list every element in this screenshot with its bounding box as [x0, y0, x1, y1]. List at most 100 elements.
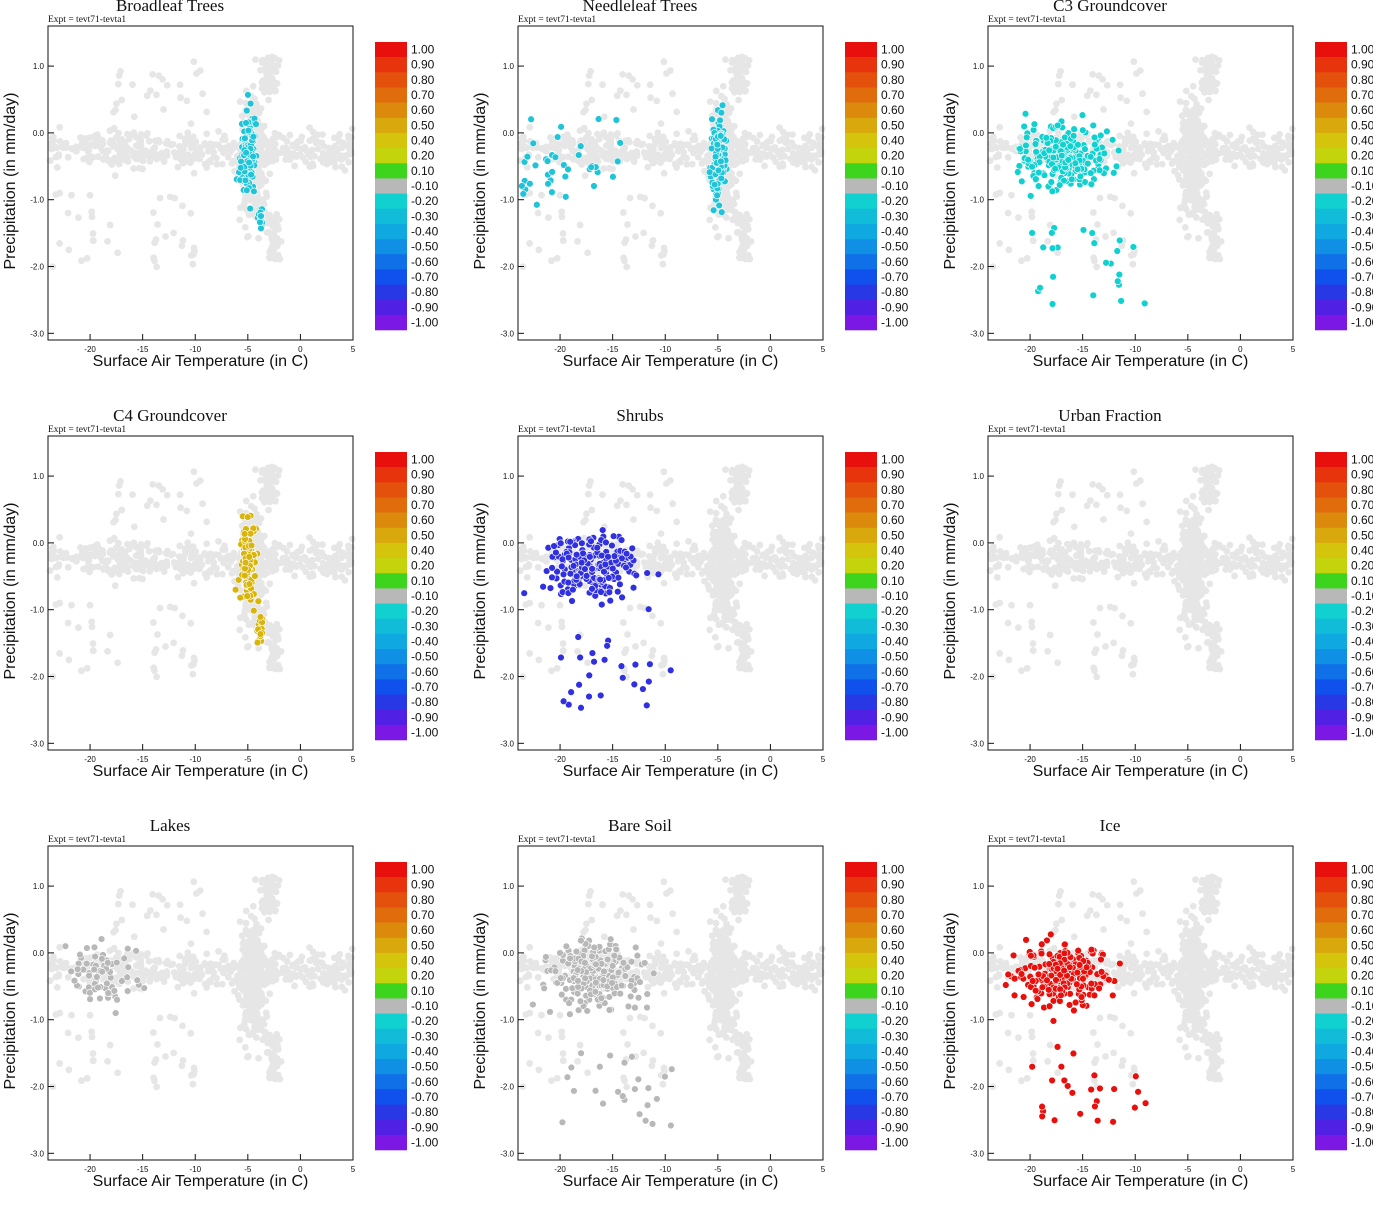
scatter-point-background: [348, 134, 355, 141]
scatter-point-background: [742, 81, 749, 88]
y-tick-label: -3.0: [30, 739, 44, 748]
scatter-point-background: [632, 233, 639, 240]
scatter-point-background: [730, 138, 737, 145]
scatter-point-background: [706, 216, 713, 223]
colorbar-label: -0.50: [411, 650, 439, 664]
scatter-point-background: [77, 134, 84, 141]
scatter-point-background: [1071, 113, 1078, 120]
scatter-point-background: [763, 144, 770, 151]
scatter-point-background: [741, 130, 748, 137]
scatter-point-highlight: [1014, 169, 1021, 176]
scatter-point-highlight: [1080, 227, 1087, 234]
scatter-point-background: [137, 547, 144, 554]
scatter-point-background: [338, 144, 345, 151]
x-tick-label: 5: [1291, 345, 1296, 354]
scatter-point-background: [179, 612, 186, 619]
scatter-point-background: [113, 510, 120, 517]
scatter-point-highlight: [610, 173, 617, 180]
scatter-point-background: [92, 549, 99, 556]
scatter-point-background: [242, 224, 249, 231]
scatter-point-background: [252, 466, 259, 473]
scatter-point-background: [661, 245, 668, 252]
scatter-point-background: [180, 160, 187, 167]
scatter-point-background: [282, 566, 289, 573]
scatter-point-background: [562, 139, 569, 146]
colorbar-swatch: [845, 163, 877, 178]
colorbar-swatch: [845, 118, 877, 133]
scatter-point-highlight: [232, 586, 239, 593]
scatter-point-background: [1181, 201, 1188, 208]
scatter-point-background: [123, 554, 130, 561]
scatter-point-background: [115, 540, 122, 547]
scatter-point-background: [147, 155, 154, 162]
scatter-point-background: [1142, 161, 1149, 168]
colorbar-swatch: [375, 725, 407, 740]
scatter-point-background: [689, 571, 696, 578]
scatter-point-background: [1111, 195, 1118, 202]
colorbar-swatch: [375, 87, 407, 102]
colorbar-label: -0.30: [1351, 209, 1373, 223]
scatter-point-highlight: [245, 127, 252, 134]
scatter-point-background: [50, 144, 57, 151]
scatter-point-background: [569, 148, 576, 155]
scatter-point-background: [1102, 233, 1109, 240]
scatter-point-background: [114, 249, 121, 256]
colorbar-label: -0.90: [1351, 300, 1373, 314]
scatter-point-background: [1169, 146, 1176, 153]
scatter-point-background: [129, 81, 136, 88]
scatter-point-background: [628, 150, 635, 157]
scatter-point-background: [269, 478, 276, 485]
scatter-point-background: [202, 142, 209, 149]
scatter-point-background: [1018, 257, 1025, 264]
scatter-point-background: [130, 129, 137, 136]
scatter-point-background: [265, 507, 272, 514]
scatter-point-background: [1090, 209, 1097, 216]
scatter-point-background: [332, 164, 339, 171]
scatter-point-background: [278, 149, 285, 156]
scatter-point-background: [170, 229, 177, 236]
scatter-point-background: [1008, 192, 1015, 199]
scatter-point-background: [538, 192, 545, 199]
scatter-point-background: [594, 131, 601, 138]
scatter-point-background: [1155, 142, 1162, 149]
colorbar-swatch: [845, 194, 877, 209]
scatter-point-background: [160, 106, 167, 113]
scatter-point-background: [754, 548, 761, 555]
scatter-point-background: [1137, 67, 1144, 74]
scatter-point-background: [672, 142, 679, 149]
scatter-point-highlight: [711, 181, 718, 188]
scatter-point-background: [1097, 195, 1104, 202]
scatter-point-background: [1099, 76, 1106, 83]
scatter-point-background: [1170, 140, 1177, 147]
colorbar-swatch: [845, 87, 877, 102]
scatter-point-background: [113, 100, 120, 107]
scatter-point-background: [331, 134, 338, 141]
scatter-point-background: [177, 504, 184, 511]
scatter-point-background: [1289, 125, 1296, 132]
scatter-point-background: [149, 481, 156, 488]
scatter-point-background: [203, 108, 210, 115]
scatter-point-background: [1195, 235, 1202, 242]
scatter-point-background: [159, 486, 166, 493]
colorbar-label: -0.60: [1351, 255, 1373, 269]
scatter-point-background: [261, 572, 268, 579]
colorbar-label: -0.70: [881, 270, 909, 284]
colorbar-swatch: [845, 254, 877, 269]
scatter-point-background: [54, 164, 61, 171]
scatter-point-background: [600, 129, 607, 136]
scatter-point-background: [1182, 224, 1189, 231]
colorbar-swatch: [845, 224, 877, 239]
scatter-point-background: [1186, 211, 1193, 218]
x-tick-label: -10: [659, 345, 671, 354]
scatter-point-background: [620, 254, 627, 261]
scatter-point-background: [646, 133, 653, 140]
scatter-point-background: [1235, 138, 1242, 145]
scatter-point-highlight: [1110, 169, 1117, 176]
colorbar-swatch: [375, 42, 407, 57]
scatter-point-highlight: [1091, 141, 1098, 148]
colorbar-label: 0.90: [881, 58, 905, 72]
scatter-point-background: [585, 130, 592, 137]
scatter-point-background: [785, 556, 792, 563]
colorbar-label: 0.80: [411, 483, 435, 497]
